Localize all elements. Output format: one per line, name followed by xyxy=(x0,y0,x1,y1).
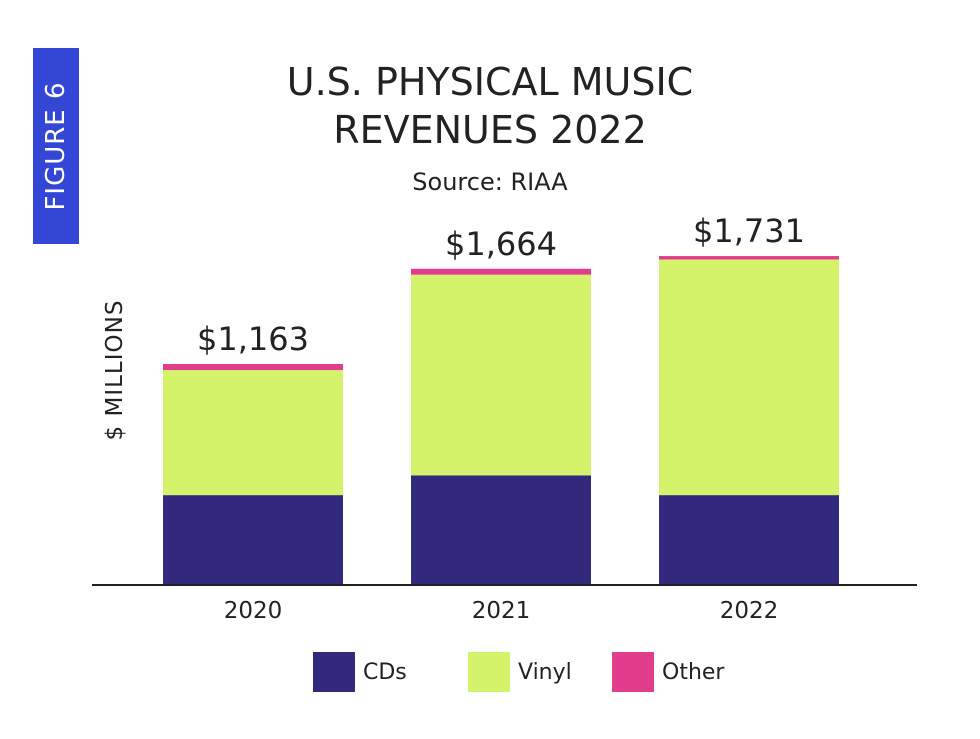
bar-other-2020 xyxy=(163,364,343,371)
figure-badge: FIGURE 6 xyxy=(33,48,79,244)
legend-item-cds: CDs xyxy=(313,652,407,692)
chart-subtitle: Source: RIAA xyxy=(412,168,568,196)
legend-swatch-cds xyxy=(313,652,355,692)
total-label: $1,163 xyxy=(197,320,309,358)
bar-other-2022 xyxy=(659,256,839,260)
legend-label: Other xyxy=(662,659,725,685)
x-tick-label: 2021 xyxy=(472,598,531,624)
legend-swatch-vinyl xyxy=(468,652,510,692)
title-line-1: U.S. PHYSICAL MUSIC xyxy=(286,60,694,104)
legend-item-vinyl: Vinyl xyxy=(468,652,572,692)
x-tick-label: 2022 xyxy=(720,598,779,624)
bar-vinyl-2022 xyxy=(659,259,839,496)
x-tick-label: 2020 xyxy=(224,598,283,624)
bar-vinyl-2020 xyxy=(163,370,343,496)
chart-title: U.S. PHYSICAL MUSIC REVENUES 2022 xyxy=(250,58,730,154)
total-label: $1,731 xyxy=(693,212,805,250)
bar-cds-2020 xyxy=(163,495,343,585)
total-label: $1,664 xyxy=(445,225,557,263)
bar-other-2021 xyxy=(411,268,591,275)
title-line-2: REVENUES 2022 xyxy=(333,108,647,152)
legend-item-other: Other xyxy=(612,652,724,692)
bar-cds-2022 xyxy=(659,495,839,585)
legend-label: CDs xyxy=(363,659,407,685)
bar-cds-2021 xyxy=(411,475,591,585)
legend-label: Vinyl xyxy=(518,659,572,685)
bar-vinyl-2021 xyxy=(411,274,591,476)
legend-swatch-other xyxy=(612,652,654,692)
